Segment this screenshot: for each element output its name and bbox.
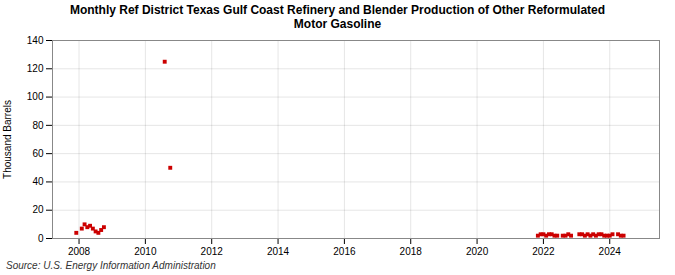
- svg-text:80: 80: [32, 119, 44, 130]
- svg-text:20: 20: [32, 204, 44, 215]
- svg-text:140: 140: [27, 34, 44, 45]
- svg-text:2020: 2020: [466, 245, 489, 256]
- svg-text:2008: 2008: [68, 245, 91, 256]
- svg-text:2024: 2024: [599, 245, 622, 256]
- svg-text:0: 0: [38, 232, 44, 243]
- svg-text:Thousand Barrels: Thousand Barrels: [2, 100, 13, 179]
- html-text:Source: U.S. Energy Informatio: Source: U.S. Energy Information Administ…: [6, 259, 216, 271]
- svg-text:2010: 2010: [134, 245, 157, 256]
- svg-text:2016: 2016: [333, 245, 356, 256]
- svg-text:2012: 2012: [201, 245, 224, 256]
- svg-text:60: 60: [32, 148, 44, 159]
- svg-text:100: 100: [27, 91, 44, 102]
- svg-text:2018: 2018: [400, 245, 423, 256]
- html-text:Monthly Ref District Texas Gul: Monthly Ref District Texas Gulf Coast Re…: [69, 3, 606, 32]
- svg-text:2014: 2014: [267, 245, 290, 256]
- svg-text:2022: 2022: [532, 245, 555, 256]
- svg-text:40: 40: [32, 176, 44, 187]
- svg-text:120: 120: [27, 63, 44, 74]
